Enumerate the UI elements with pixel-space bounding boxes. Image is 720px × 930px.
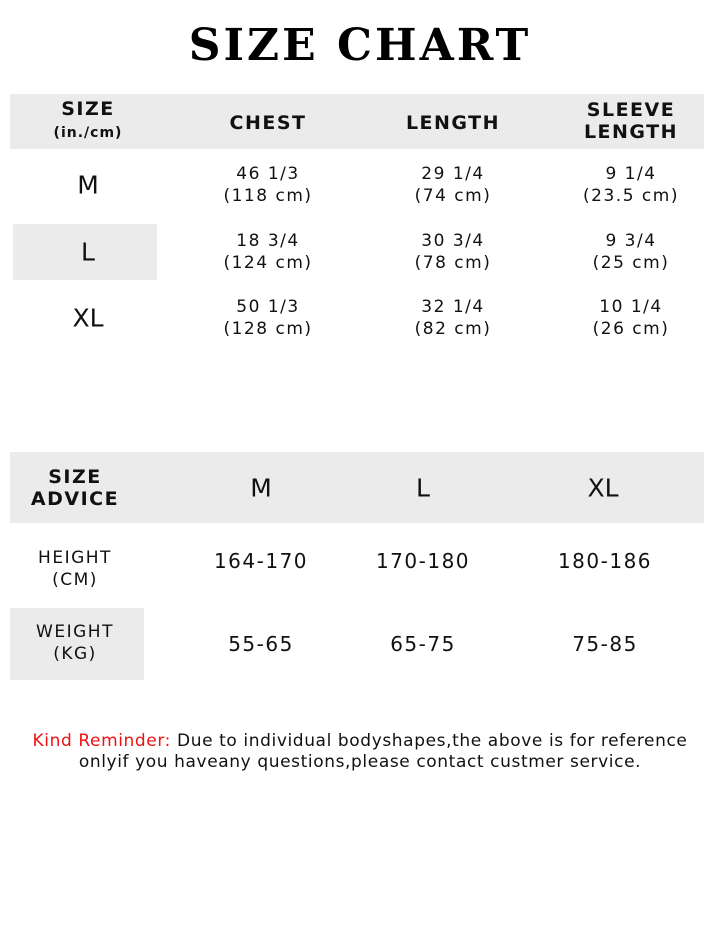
sleeve-xl: 10 1/4 (26 cm) — [593, 296, 670, 340]
advice-size-xl: XL — [587, 473, 619, 503]
weight-label-line2: (KG) — [53, 644, 97, 664]
height-label-line1: HEIGHT — [38, 548, 112, 568]
size-l: L — [81, 237, 95, 267]
page-title: SIZE CHART — [188, 20, 532, 71]
chest-in-value: 50 1/3 — [236, 297, 300, 317]
header-band — [10, 94, 704, 149]
sleeve-cm-value: (23.5 cm) — [583, 186, 679, 206]
weight-xl: 75-85 — [572, 632, 638, 656]
header-chest: CHEST — [229, 112, 307, 134]
kind-reminder: Kind Reminder: Due to individual bodysha… — [0, 731, 720, 773]
header-size-advice: SIZE ADVICE — [31, 466, 119, 510]
row-highlight — [13, 224, 157, 280]
advice-header-band — [10, 452, 704, 523]
chest-m: 46 1/3 (118 cm) — [223, 163, 312, 207]
sleeve-in-value: 9 3/4 — [605, 231, 657, 251]
header-length: LENGTH — [405, 112, 501, 134]
header-advice-line1: SIZE — [48, 466, 102, 488]
length-in-value: 32 1/4 — [421, 297, 485, 317]
chest-l: 18 3/4 (124 cm) — [223, 230, 312, 274]
length-in-value: 29 1/4 — [421, 164, 485, 184]
reminder-label: Kind Reminder: — [32, 731, 171, 751]
height-xl: 180-186 — [557, 549, 653, 573]
sleeve-l: 9 3/4 (25 cm) — [593, 230, 670, 274]
header-sleeve-length: SLEEVE LENGTH — [584, 99, 678, 143]
reminder-text-line1: Due to individual bodyshapes,the above i… — [171, 731, 688, 751]
sleeve-in-value: 9 1/4 — [605, 164, 657, 184]
height-label-line2: (CM) — [52, 570, 98, 590]
length-cm-value: (78 cm) — [414, 253, 492, 273]
weight-l: 65-75 — [390, 632, 456, 656]
chest-cm-value: (128 cm) — [223, 319, 313, 339]
sleeve-in-value: 10 1/4 — [599, 297, 663, 317]
length-in-value: 30 3/4 — [421, 231, 485, 251]
chest-in-value: 18 3/4 — [236, 231, 300, 251]
weight-label: WEIGHT (KG) — [36, 621, 114, 665]
header-size: SIZE (in./cm) — [54, 98, 123, 144]
weight-highlight — [10, 608, 144, 680]
height-l: 170-180 — [375, 549, 471, 573]
length-cm-value: (82 cm) — [414, 319, 492, 339]
header-size-label: SIZE — [61, 98, 115, 120]
length-cm-value: (74 cm) — [414, 186, 492, 206]
header-sleeve-line2: LENGTH — [583, 121, 679, 143]
sleeve-cm-value: (26 cm) — [592, 319, 670, 339]
chest-cm-value: (118 cm) — [223, 186, 313, 206]
header-unit-label: (in./cm) — [53, 125, 123, 141]
advice-size-l: L — [416, 473, 430, 503]
weight-label-line1: WEIGHT — [36, 622, 114, 642]
size-m: M — [77, 170, 99, 200]
height-m: 164-170 — [213, 549, 309, 573]
length-m: 29 1/4 (74 cm) — [415, 163, 492, 207]
sleeve-m: 9 1/4 (23.5 cm) — [583, 163, 679, 207]
height-label: HEIGHT (CM) — [38, 547, 112, 591]
reminder-text-line2: onlyif you haveany questions,please cont… — [78, 752, 642, 772]
size-xl: XL — [72, 303, 104, 333]
length-xl: 32 1/4 (82 cm) — [415, 296, 492, 340]
advice-size-m: M — [250, 473, 272, 503]
chest-xl: 50 1/3 (128 cm) — [223, 296, 312, 340]
length-l: 30 3/4 (78 cm) — [415, 230, 492, 274]
weight-m: 55-65 — [228, 632, 294, 656]
chest-in-value: 46 1/3 — [236, 164, 300, 184]
sleeve-cm-value: (25 cm) — [592, 253, 670, 273]
header-sleeve-line1: SLEEVE — [586, 99, 676, 121]
header-advice-line2: ADVICE — [30, 488, 120, 510]
chest-cm-value: (124 cm) — [223, 253, 313, 273]
